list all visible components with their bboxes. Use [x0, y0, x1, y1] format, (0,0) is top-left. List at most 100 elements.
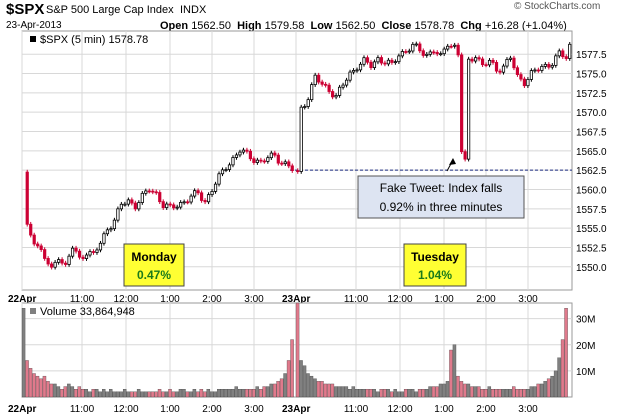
candle-body — [477, 57, 481, 60]
volume-y-axis: 10M 20M 30M — [576, 315, 595, 378]
tuesday-annotation: Tuesday 1.04% — [403, 243, 467, 287]
candle-body — [199, 192, 204, 201]
candle-body — [116, 208, 120, 221]
candle-body — [193, 190, 197, 197]
volume-bar — [28, 368, 33, 398]
volume-bar — [484, 389, 488, 398]
candle-body — [446, 45, 450, 50]
candle-body — [337, 86, 342, 96]
price-tick-label: 1565.0 — [576, 147, 607, 158]
volume-bar — [519, 389, 523, 398]
volume-bar — [508, 389, 512, 398]
candle-body — [203, 200, 207, 203]
volume-bar — [491, 389, 495, 398]
volume-x-tick-label: 12:00 — [387, 404, 412, 415]
candle-body — [74, 247, 78, 252]
volume-bar — [182, 389, 186, 398]
volume-bar — [376, 391, 380, 398]
candle-body — [227, 164, 232, 170]
volume-bar — [258, 389, 263, 398]
volume-bar — [70, 386, 75, 398]
volume-bar — [442, 383, 446, 398]
volume-bar — [220, 389, 225, 398]
volume-bar — [348, 389, 352, 398]
candle-body — [501, 65, 506, 73]
candle-body — [224, 169, 228, 171]
volume-bar — [283, 373, 287, 398]
candle-body — [269, 152, 273, 159]
candle-body — [491, 59, 495, 63]
candle-body — [404, 51, 408, 53]
volume-bar — [309, 375, 314, 398]
low-label: Low — [310, 20, 333, 32]
candle-body — [36, 243, 40, 247]
candle-body — [425, 53, 429, 56]
volume-bar — [241, 389, 245, 398]
candle-body — [470, 58, 474, 62]
candle-body — [130, 199, 134, 204]
volume-bar — [81, 389, 85, 398]
callout-arrowhead — [449, 158, 456, 165]
volume-bar — [60, 389, 64, 398]
candle-body — [88, 251, 92, 256]
candle-body — [53, 261, 57, 268]
volume-bar — [161, 391, 165, 398]
volume-bar — [199, 389, 204, 398]
candle-body — [358, 63, 363, 71]
candle-body — [161, 201, 165, 209]
close-value: 1578.78 — [414, 20, 455, 32]
price-x-tick-label: 3:00 — [518, 294, 538, 305]
candle-body — [217, 173, 221, 185]
candle-body — [43, 249, 47, 259]
volume-bar — [316, 381, 321, 398]
volume-bar — [386, 389, 390, 398]
price-x-tick-label: 2:00 — [476, 294, 496, 305]
price-tick-label: 1555.0 — [576, 224, 607, 235]
candle-body — [57, 259, 61, 263]
candle-body — [144, 190, 148, 194]
candle-body — [372, 61, 377, 69]
candle-body — [369, 61, 373, 69]
candle-body — [102, 233, 106, 244]
volume-bar — [206, 389, 211, 398]
volume-bar — [255, 386, 259, 398]
volume-x-tick-label: 3:00 — [518, 404, 538, 415]
volume-bar — [369, 389, 373, 398]
candle-body — [81, 256, 85, 259]
volume-x-tick-label: 3:00 — [244, 404, 264, 415]
candle-body — [206, 194, 211, 203]
candle-body — [262, 160, 266, 163]
volume-bar — [116, 391, 120, 398]
volume-bar — [217, 389, 221, 398]
low-value: 1562.50 — [335, 20, 376, 32]
volume-bar — [372, 389, 376, 398]
candle-body — [147, 190, 151, 193]
price-tick-label: 1560.0 — [576, 185, 607, 196]
price-tick-label: 1577.5 — [576, 50, 607, 61]
volume-bar — [210, 391, 214, 398]
candle-body — [248, 150, 253, 160]
candle-body — [379, 57, 384, 64]
volume-bar — [539, 383, 544, 398]
candle-body — [210, 191, 214, 196]
candle-body — [158, 192, 162, 203]
candle-body — [508, 57, 513, 60]
volume-bar — [63, 386, 68, 398]
volume-bar — [463, 383, 467, 398]
volume-bar — [238, 389, 242, 398]
chg-label: Chg — [460, 20, 482, 32]
candle-body — [234, 154, 239, 158]
volume-x-tick-label: 2:00 — [476, 404, 496, 415]
volume-bar — [330, 383, 335, 398]
volume-bar — [459, 381, 464, 398]
price-y-axis: 1550.0 1552.5 1555.0 1557.5 1560.0 1562.5 1565… — [576, 50, 607, 274]
candle-body — [564, 56, 568, 59]
volume-bar — [456, 375, 460, 398]
candle-body — [137, 202, 141, 210]
price-legend-text: $SPX (5 min) 1578.78 — [40, 34, 148, 46]
volume-bar — [351, 386, 356, 398]
volume-bar — [168, 389, 172, 398]
volume-bar — [231, 389, 235, 398]
fake-tweet-callout: Fake Tweet: Index falls 0.92% in three m… — [357, 158, 525, 219]
candle-body — [418, 43, 422, 52]
